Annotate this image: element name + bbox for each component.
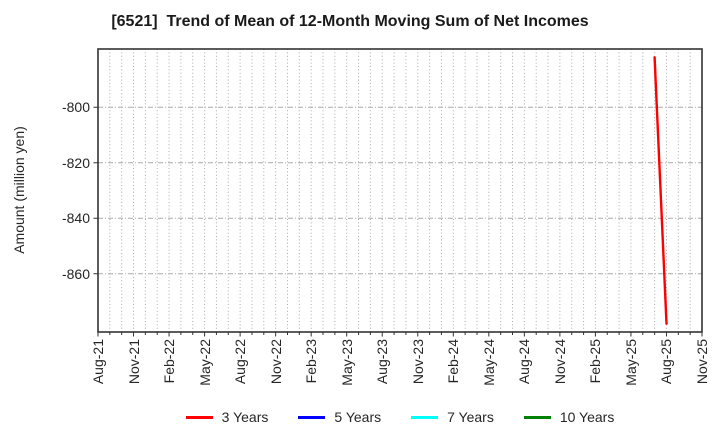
- x-tick-label: Aug-21: [90, 339, 106, 385]
- legend-line-swatch: [298, 415, 326, 419]
- legend-item-10-years: 10 Years: [523, 409, 615, 425]
- x-tick-label: Nov-24: [551, 339, 568, 385]
- x-tick-label: May-22: [196, 339, 213, 386]
- legend-item-7-years: 7 Years: [411, 409, 494, 425]
- y-tick-label: -800: [61, 99, 90, 116]
- x-tick-label: Feb-23: [303, 339, 320, 384]
- x-tick-label: Feb-25: [587, 339, 604, 384]
- series-line-3-years: [653, 56, 668, 325]
- legend-label: 5 Years: [334, 409, 382, 425]
- chart-title: [6521] Trend of Mean of 12-Month Moving …: [111, 13, 589, 30]
- legend-line-swatch: [523, 415, 551, 419]
- legend-item-3-years: 3 Years: [185, 409, 269, 425]
- y-tick-label: -860: [61, 265, 90, 282]
- x-tick-label: Nov-23: [409, 339, 426, 385]
- x-tick-label: Nov-22: [267, 339, 284, 385]
- legend-label: 7 Years: [447, 409, 494, 425]
- legend-label: 10 Years: [559, 409, 615, 425]
- x-tick-label: Feb-24: [445, 339, 462, 384]
- y-tick-label: -820: [61, 154, 90, 171]
- x-tick-label: May-23: [338, 339, 355, 386]
- legend-line-swatch: [411, 415, 439, 419]
- plot-border: [97, 48, 703, 333]
- legend: 3 Years 5 Years 7 Years 10 Years: [98, 405, 702, 429]
- x-tick-label: Aug-22: [232, 339, 249, 385]
- x-tick-label: Nov-21: [125, 339, 142, 385]
- x-tick-label: Nov-25: [694, 339, 710, 385]
- y-tick-label: -840: [61, 210, 90, 227]
- x-tick-label: May-24: [480, 339, 497, 386]
- legend-item-5-years: 5 Years: [298, 409, 381, 425]
- legend-label: 3 Years: [221, 409, 269, 425]
- legend-line-swatch: [185, 415, 213, 419]
- x-tick-label: May-25: [622, 339, 639, 386]
- x-tick-label: Feb-22: [161, 339, 178, 384]
- x-tick-label: Aug-24: [516, 339, 533, 385]
- x-tick-label: Aug-23: [374, 339, 391, 385]
- x-tick-label: Aug-25: [658, 339, 675, 385]
